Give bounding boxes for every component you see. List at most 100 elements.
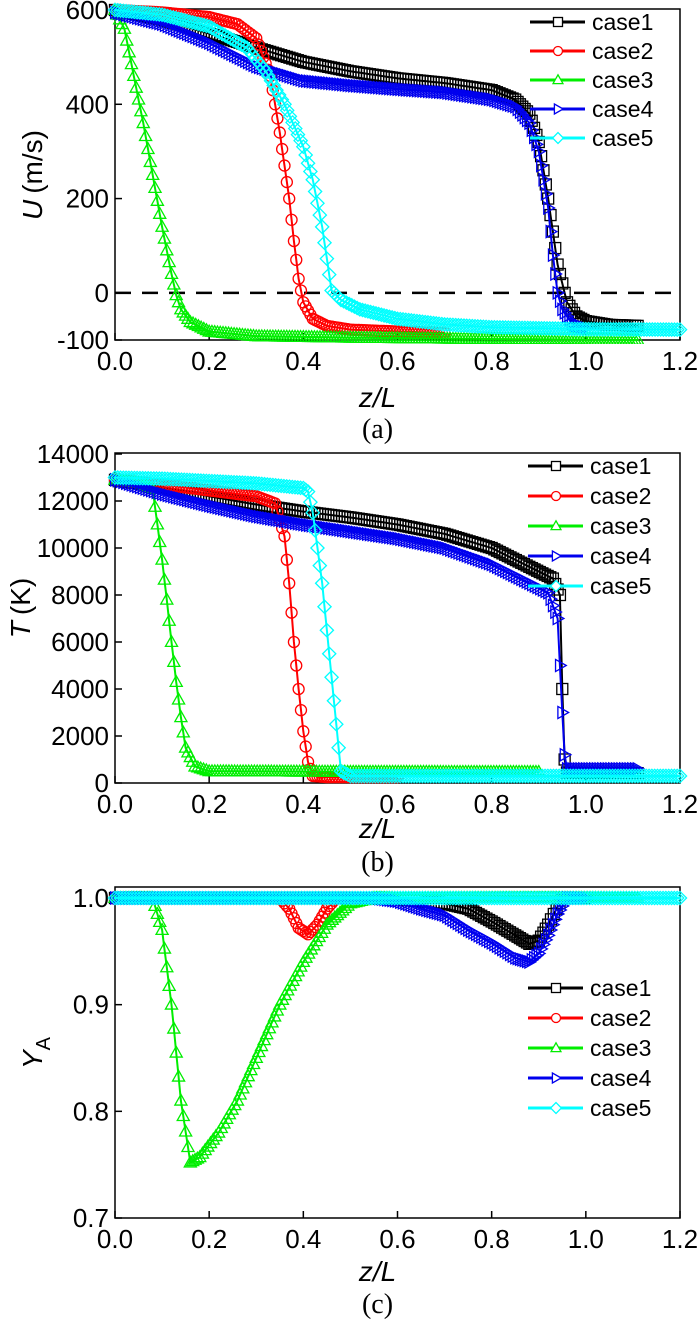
legend-marker-icon xyxy=(550,490,562,502)
data-point xyxy=(280,175,294,189)
data-point xyxy=(324,669,340,685)
data-point xyxy=(300,155,316,171)
data-point xyxy=(171,691,186,705)
data-point xyxy=(559,747,573,762)
data-point xyxy=(669,768,685,784)
legend-item-case1: case1 xyxy=(528,975,651,1001)
y-axis-symbol: U xyxy=(17,199,48,220)
data-point xyxy=(309,540,325,556)
data-point xyxy=(547,247,561,263)
data-point xyxy=(159,242,174,256)
data-point xyxy=(552,611,566,626)
x-tick-label: 1.0 xyxy=(568,1224,604,1254)
data-point xyxy=(161,254,177,268)
y-tick-label: 200 xyxy=(66,184,109,214)
legend-label: case1 xyxy=(590,975,651,1001)
data-point xyxy=(238,1074,253,1088)
data-point xyxy=(150,516,165,530)
data-point xyxy=(305,172,321,188)
data-point xyxy=(282,108,298,124)
y-tick-label: 12000 xyxy=(37,486,109,516)
y-tick-label: 10000 xyxy=(37,533,109,563)
legend-label: case4 xyxy=(590,1065,652,1091)
data-point xyxy=(152,534,167,548)
data-point xyxy=(533,144,547,159)
data-point xyxy=(274,92,290,108)
data-point xyxy=(171,11,187,27)
data-point xyxy=(176,724,191,738)
legend-label: case5 xyxy=(590,1095,651,1121)
data-point xyxy=(160,8,176,24)
data-point xyxy=(287,635,301,649)
legend-marker-icon xyxy=(550,1012,562,1024)
series-layer xyxy=(107,469,688,784)
x-tick-label: 1.2 xyxy=(662,346,698,376)
data-point xyxy=(536,158,549,173)
data-point xyxy=(188,317,203,330)
x-tick-label: 0.0 xyxy=(97,1224,133,1254)
data-point xyxy=(317,599,333,615)
data-point xyxy=(119,32,134,46)
data-point xyxy=(517,107,530,123)
data-point xyxy=(538,172,552,187)
data-point xyxy=(553,588,567,602)
x-tick-label: 1.0 xyxy=(568,789,604,819)
data-point xyxy=(514,104,528,120)
data-point xyxy=(547,917,561,932)
data-point xyxy=(126,68,141,82)
data-point xyxy=(672,768,688,784)
legend-marker-icon xyxy=(551,73,565,85)
legend-marker-icon xyxy=(549,579,563,593)
data-point xyxy=(545,591,559,607)
data-point xyxy=(285,114,301,130)
legend-item-case5: case5 xyxy=(528,1095,651,1121)
data-point xyxy=(133,103,149,117)
y-axis-subscript: A xyxy=(33,1036,55,1050)
legend-label: case1 xyxy=(590,453,651,479)
data-point xyxy=(314,575,330,591)
data-point xyxy=(136,115,151,129)
data-point xyxy=(543,585,556,600)
x-tick-label: 0.8 xyxy=(474,789,510,819)
data-point xyxy=(302,163,318,179)
legend-marker-icon xyxy=(551,131,565,145)
data-point xyxy=(169,674,184,687)
y-axis-title: U (m/s) xyxy=(17,130,48,220)
data-point xyxy=(117,21,132,34)
data-point xyxy=(554,293,568,309)
data-point xyxy=(260,68,276,84)
data-point xyxy=(143,154,158,168)
y-axis-title: YA xyxy=(17,1036,55,1069)
data-point xyxy=(294,284,308,297)
data-point xyxy=(283,577,296,590)
data-point xyxy=(157,7,173,23)
data-point xyxy=(183,314,198,328)
data-point xyxy=(191,318,206,332)
data-point xyxy=(147,180,163,194)
legend-item-case3: case3 xyxy=(530,67,653,93)
data-point xyxy=(287,121,303,137)
legend-label: case3 xyxy=(590,513,651,539)
legend-label: case1 xyxy=(592,9,653,35)
x-tick-label: 1.2 xyxy=(662,789,698,819)
legend-label: case4 xyxy=(590,543,652,569)
data-point xyxy=(371,306,387,322)
x-tick-label: 0.8 xyxy=(474,346,510,376)
series-line-case1 xyxy=(114,478,638,775)
data-point xyxy=(355,302,371,318)
data-point xyxy=(166,276,182,290)
series-case1 xyxy=(108,3,644,333)
data-point xyxy=(147,499,163,512)
data-point xyxy=(328,716,344,732)
data-point xyxy=(185,1153,200,1167)
data-point xyxy=(312,207,328,223)
series-case4 xyxy=(109,472,646,777)
y-tick-label: 0.8 xyxy=(73,1096,109,1126)
legend-label: case2 xyxy=(590,483,651,509)
data-point xyxy=(161,613,177,626)
y-tick-label: 0 xyxy=(95,278,109,308)
x-tick-label: 0.2 xyxy=(191,1224,227,1254)
y-tick-label: 14000 xyxy=(37,439,109,469)
data-point xyxy=(305,505,321,521)
